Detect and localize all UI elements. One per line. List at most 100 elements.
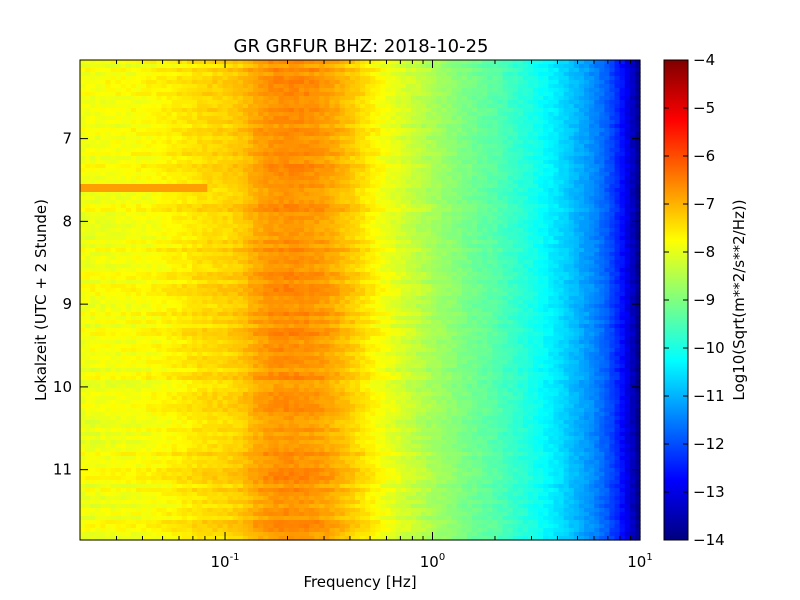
heatmap-cell	[451, 220, 458, 225]
heatmap-cell	[125, 228, 132, 233]
heatmap-cell	[304, 104, 310, 109]
heatmap-cell	[553, 148, 560, 153]
heatmap-cell	[497, 120, 504, 125]
heatmap-cell	[207, 148, 213, 153]
heatmap-cell	[237, 240, 244, 245]
heatmap-cell	[212, 172, 219, 177]
heatmap-cell	[512, 188, 519, 193]
heatmap-cell	[227, 204, 234, 209]
heatmap-cell	[482, 80, 488, 85]
heatmap-cell	[349, 88, 356, 93]
heatmap-cell	[115, 120, 122, 125]
heatmap-cell	[222, 176, 229, 181]
heatmap-cell	[573, 180, 580, 185]
heatmap-cell	[441, 92, 448, 97]
heatmap-cell	[141, 128, 147, 133]
heatmap-cell	[80, 116, 86, 121]
heatmap-cell	[548, 60, 555, 65]
heatmap-cell	[141, 216, 147, 221]
heatmap-cell	[487, 212, 493, 217]
heatmap-cell	[237, 168, 244, 173]
heatmap-cell	[237, 108, 244, 113]
heatmap-cell	[156, 100, 163, 105]
heatmap-cell	[197, 76, 203, 81]
heatmap-cell	[120, 132, 127, 137]
heatmap-cell	[186, 124, 193, 129]
heatmap-cell	[120, 84, 127, 89]
heatmap-cell	[339, 128, 346, 133]
heatmap-cell	[222, 232, 229, 237]
heatmap-cell	[278, 68, 285, 73]
heatmap-cell	[487, 140, 493, 145]
heatmap-cell	[237, 100, 244, 105]
heatmap-cell	[558, 100, 565, 105]
heatmap-cell	[120, 164, 127, 169]
heatmap-cell	[619, 140, 626, 145]
heatmap-cell	[171, 112, 178, 117]
heatmap-cell	[634, 200, 641, 205]
heatmap-cell	[589, 112, 595, 117]
heatmap-cell	[156, 92, 163, 97]
heatmap-cell	[624, 132, 631, 137]
heatmap-cell	[232, 124, 239, 129]
heatmap-cell	[329, 172, 336, 177]
heatmap-cell	[497, 188, 504, 193]
heatmap-cell	[461, 88, 468, 93]
heatmap-cell	[125, 232, 132, 237]
heatmap-cell	[298, 84, 305, 89]
heatmap-cell	[533, 92, 539, 97]
heatmap-cell	[237, 68, 244, 73]
heatmap-cell	[502, 232, 509, 237]
heatmap-cell	[329, 180, 336, 185]
heatmap-cell	[431, 164, 437, 169]
heatmap-cell	[548, 156, 555, 161]
heatmap-cell	[522, 232, 529, 237]
heatmap-cell	[589, 188, 595, 193]
heatmap-cell	[293, 200, 300, 205]
heatmap-cell	[538, 180, 544, 185]
heatmap-cell	[522, 164, 529, 169]
heatmap-cell	[105, 148, 112, 153]
heatmap-cell	[522, 120, 529, 125]
heatmap-cell	[105, 104, 112, 109]
heatmap-cell	[390, 80, 397, 85]
heatmap-cell	[293, 104, 300, 109]
heatmap-cell	[207, 124, 213, 129]
heatmap-cell	[548, 192, 555, 197]
heatmap-cell	[426, 96, 432, 101]
heatmap-cell	[634, 60, 641, 65]
heatmap-cell	[634, 144, 641, 149]
heatmap-cell	[507, 176, 514, 181]
heatmap-cell	[456, 196, 463, 201]
heatmap-cell	[192, 88, 198, 93]
heatmap-cell	[202, 108, 208, 113]
heatmap-cell	[125, 240, 132, 245]
heatmap-cell	[589, 84, 595, 89]
heatmap-cell	[181, 220, 188, 225]
heatmap-cell	[212, 100, 219, 105]
heatmap-cell	[604, 64, 611, 69]
heatmap-cell	[344, 120, 351, 125]
heatmap-cell	[594, 100, 600, 105]
heatmap-cell	[360, 172, 366, 177]
heatmap-cell	[477, 112, 483, 117]
heatmap-cell	[482, 128, 488, 133]
heatmap-cell	[441, 88, 448, 93]
heatmap-cell	[319, 152, 325, 157]
heatmap-cell	[482, 76, 488, 81]
heatmap-cell	[100, 160, 107, 165]
heatmap-cell	[609, 192, 616, 197]
heatmap-cell	[441, 112, 448, 117]
heatmap-cell	[349, 200, 356, 205]
heatmap-cell	[212, 196, 219, 201]
heatmap-cell	[533, 116, 539, 121]
heatmap-cell	[578, 204, 585, 209]
heatmap-cell	[461, 132, 468, 137]
heatmap-cell	[349, 216, 356, 221]
heatmap-cell	[125, 212, 132, 217]
heatmap-cell	[115, 212, 122, 217]
heatmap-cell	[130, 204, 137, 209]
heatmap-cell	[405, 180, 412, 185]
heatmap-cell	[512, 196, 519, 201]
heatmap-cell	[248, 148, 254, 153]
